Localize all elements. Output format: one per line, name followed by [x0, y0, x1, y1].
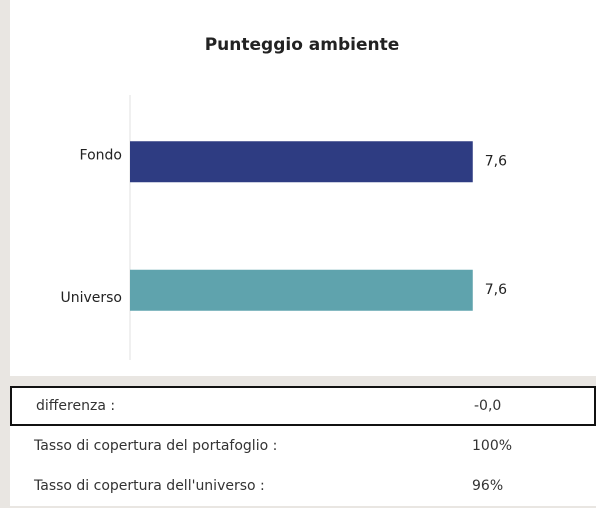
- bar: [130, 141, 473, 183]
- value-label: 7,6: [485, 282, 507, 298]
- bar: [130, 269, 473, 311]
- table-row[interactable]: Tasso di copertura del portafoglio : 100%: [10, 426, 596, 466]
- chart: Punteggio ambiente Fondo 7,6 Universo 7,6: [60, 35, 507, 360]
- y-tick-label: Fondo: [80, 147, 122, 163]
- chart-card: Punteggio ambiente Fondo 7,6 Universo 7,6: [10, 0, 596, 376]
- row-label: Tasso di copertura del portafoglio :: [34, 438, 278, 454]
- value-label: 7,6: [485, 153, 507, 169]
- row-value: -0,0: [474, 398, 502, 414]
- stats-table: differenza : -0,0 Tasso di copertura del …: [10, 386, 596, 506]
- chart-title: Punteggio ambiente: [205, 35, 400, 55]
- row-value: 100%: [472, 438, 513, 454]
- y-tick-label: Universo: [60, 290, 122, 306]
- row-label: differenza :: [36, 398, 116, 414]
- row-label: Tasso di copertura dell'universo :: [34, 478, 265, 494]
- table-row[interactable]: Tasso di copertura dell'universo : 96%: [10, 466, 596, 506]
- table-row[interactable]: differenza : -0,0: [10, 386, 596, 426]
- row-value: 96%: [472, 478, 504, 494]
